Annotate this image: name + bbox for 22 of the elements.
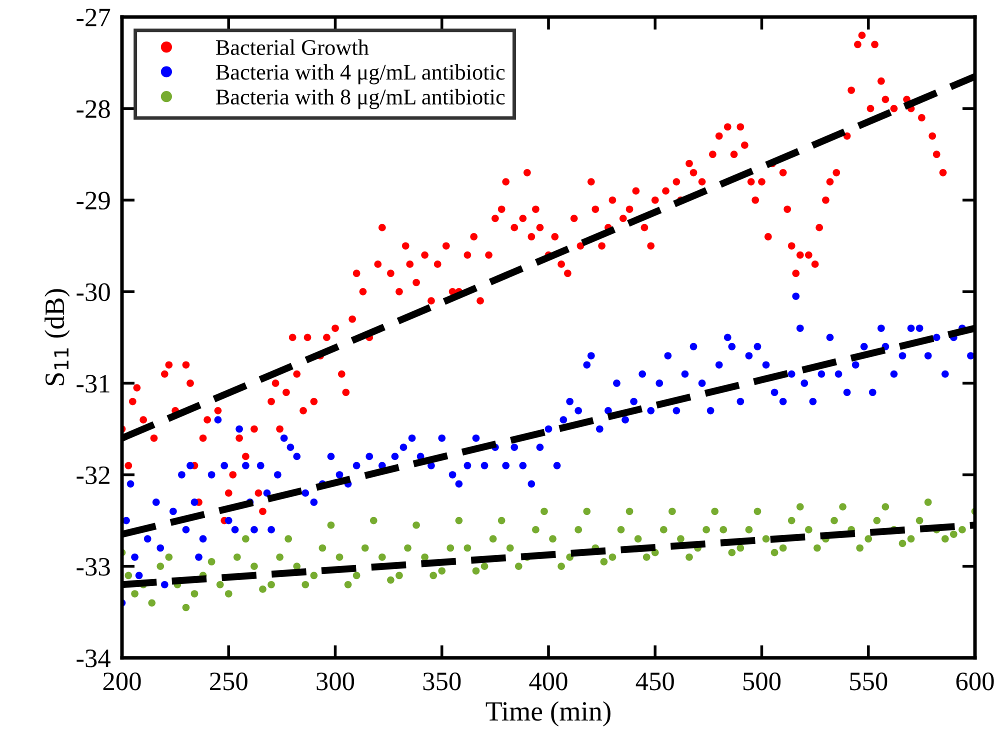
x-tick-label: 200 — [103, 672, 141, 690]
x-tick-label: 550 — [850, 672, 888, 690]
x-tick-label: 450 — [636, 672, 674, 690]
y-axis-title: S$_{11}$ (dB) — [44, 289, 70, 386]
x-axis-title: Time (min) — [486, 701, 610, 726]
legend-label: Bacteria with 8 μg/mL antibiotic — [216, 88, 505, 110]
x-tick-label: 400 — [529, 672, 568, 690]
y-tick-label: -29 — [76, 192, 110, 210]
y-tick-label: -28 — [76, 100, 110, 118]
y-tick-label: -33 — [76, 558, 110, 576]
x-tick-label: 500 — [743, 672, 781, 690]
y-tick-label: -34 — [76, 650, 110, 668]
x-tick-label: 300 — [316, 672, 354, 690]
x-tick-label: 250 — [210, 672, 248, 690]
y-tick-label: -27 — [76, 8, 110, 26]
legend-label: Bacteria with 4 μg/mL antibiotic — [216, 64, 505, 84]
x-tick-label: 350 — [423, 672, 461, 690]
legend-label: Bacterial Growth — [216, 39, 369, 56]
x-tick-label: 600 — [956, 672, 994, 690]
y-tick-label: -30 — [76, 283, 110, 302]
y-tick-label: -32 — [76, 466, 110, 484]
y-tick-label: -31 — [76, 374, 110, 393]
